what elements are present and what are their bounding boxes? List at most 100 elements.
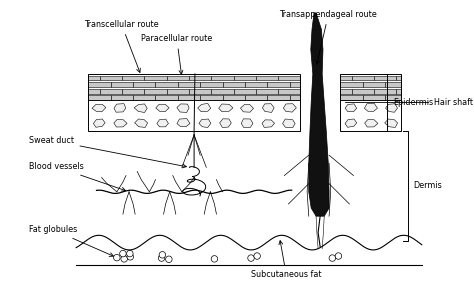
Bar (155, 82, 178, 87)
Bar (256, 76, 278, 80)
Bar (189, 76, 211, 80)
Bar (100, 76, 122, 80)
Bar (200, 95, 223, 100)
Polygon shape (177, 104, 189, 112)
Bar (340, 89, 352, 94)
Bar (352, 89, 374, 94)
Bar (122, 89, 144, 94)
Bar (211, 89, 234, 94)
Polygon shape (345, 104, 356, 112)
Circle shape (335, 253, 342, 259)
Bar (234, 76, 256, 80)
Bar (100, 89, 122, 94)
Bar (133, 95, 155, 100)
Circle shape (114, 255, 120, 261)
Polygon shape (114, 120, 127, 127)
Bar (363, 82, 385, 87)
Bar (223, 82, 245, 87)
Circle shape (120, 250, 126, 257)
Bar (133, 82, 155, 87)
Bar (340, 82, 363, 87)
Bar (144, 76, 167, 80)
Text: Blood vessels: Blood vessels (29, 162, 126, 191)
Bar (385, 95, 401, 100)
Bar (111, 95, 133, 100)
Polygon shape (135, 119, 147, 127)
Bar (122, 76, 144, 80)
Polygon shape (219, 104, 233, 112)
Polygon shape (385, 119, 398, 127)
Text: Fat globules: Fat globules (29, 225, 113, 256)
Bar (340, 95, 363, 100)
Bar (352, 76, 374, 80)
Circle shape (121, 256, 128, 262)
Circle shape (248, 255, 254, 261)
Bar (88, 95, 111, 100)
Circle shape (127, 254, 134, 260)
Bar (396, 89, 401, 94)
Bar (256, 89, 278, 94)
Bar (88, 89, 100, 94)
Bar (167, 76, 189, 80)
Text: Dermis: Dermis (414, 181, 442, 190)
Polygon shape (240, 104, 254, 112)
Bar (234, 89, 256, 94)
Text: Transcellular route: Transcellular route (84, 20, 159, 72)
Circle shape (329, 255, 336, 261)
Bar (178, 95, 200, 100)
Bar (144, 89, 167, 94)
Polygon shape (156, 104, 169, 112)
Polygon shape (283, 104, 296, 112)
Text: Hair shaft: Hair shaft (434, 98, 473, 107)
Polygon shape (263, 104, 274, 112)
Bar (88, 82, 111, 87)
Polygon shape (262, 120, 274, 127)
Text: Epidermis: Epidermis (393, 98, 433, 107)
Bar (374, 89, 396, 94)
Polygon shape (198, 104, 211, 112)
Bar (290, 95, 300, 100)
Polygon shape (177, 119, 190, 127)
Bar (267, 82, 290, 87)
Polygon shape (309, 13, 329, 216)
Bar (223, 95, 245, 100)
Bar (385, 82, 401, 87)
Bar (374, 76, 396, 80)
Bar (245, 95, 267, 100)
Polygon shape (157, 119, 168, 127)
Bar (340, 74, 401, 131)
Polygon shape (92, 104, 106, 112)
Bar (178, 82, 200, 87)
Polygon shape (365, 120, 378, 127)
Circle shape (211, 256, 218, 262)
Text: Sweat duct: Sweat duct (29, 136, 186, 168)
Bar (267, 95, 290, 100)
Text: Subcutaneous fat: Subcutaneous fat (251, 241, 321, 279)
Bar (211, 76, 234, 80)
Bar (278, 76, 300, 80)
Bar (363, 95, 385, 100)
Bar (88, 76, 100, 80)
Bar (200, 82, 223, 87)
Polygon shape (134, 104, 147, 112)
Text: Paracellular route: Paracellular route (141, 34, 212, 74)
Bar (189, 89, 211, 94)
Polygon shape (114, 104, 126, 112)
Polygon shape (345, 119, 357, 127)
Bar (290, 82, 300, 87)
Bar (245, 82, 267, 87)
Polygon shape (365, 104, 377, 111)
Bar (88, 74, 300, 131)
Bar (278, 89, 300, 94)
Polygon shape (219, 119, 231, 128)
Circle shape (254, 253, 260, 259)
Polygon shape (385, 104, 398, 112)
Bar (340, 76, 352, 80)
Text: Transappendageal route: Transappendageal route (280, 10, 377, 64)
Circle shape (158, 255, 165, 261)
Bar (396, 76, 401, 80)
Polygon shape (199, 119, 211, 128)
Circle shape (159, 252, 165, 258)
Polygon shape (283, 119, 295, 128)
Polygon shape (93, 119, 105, 127)
